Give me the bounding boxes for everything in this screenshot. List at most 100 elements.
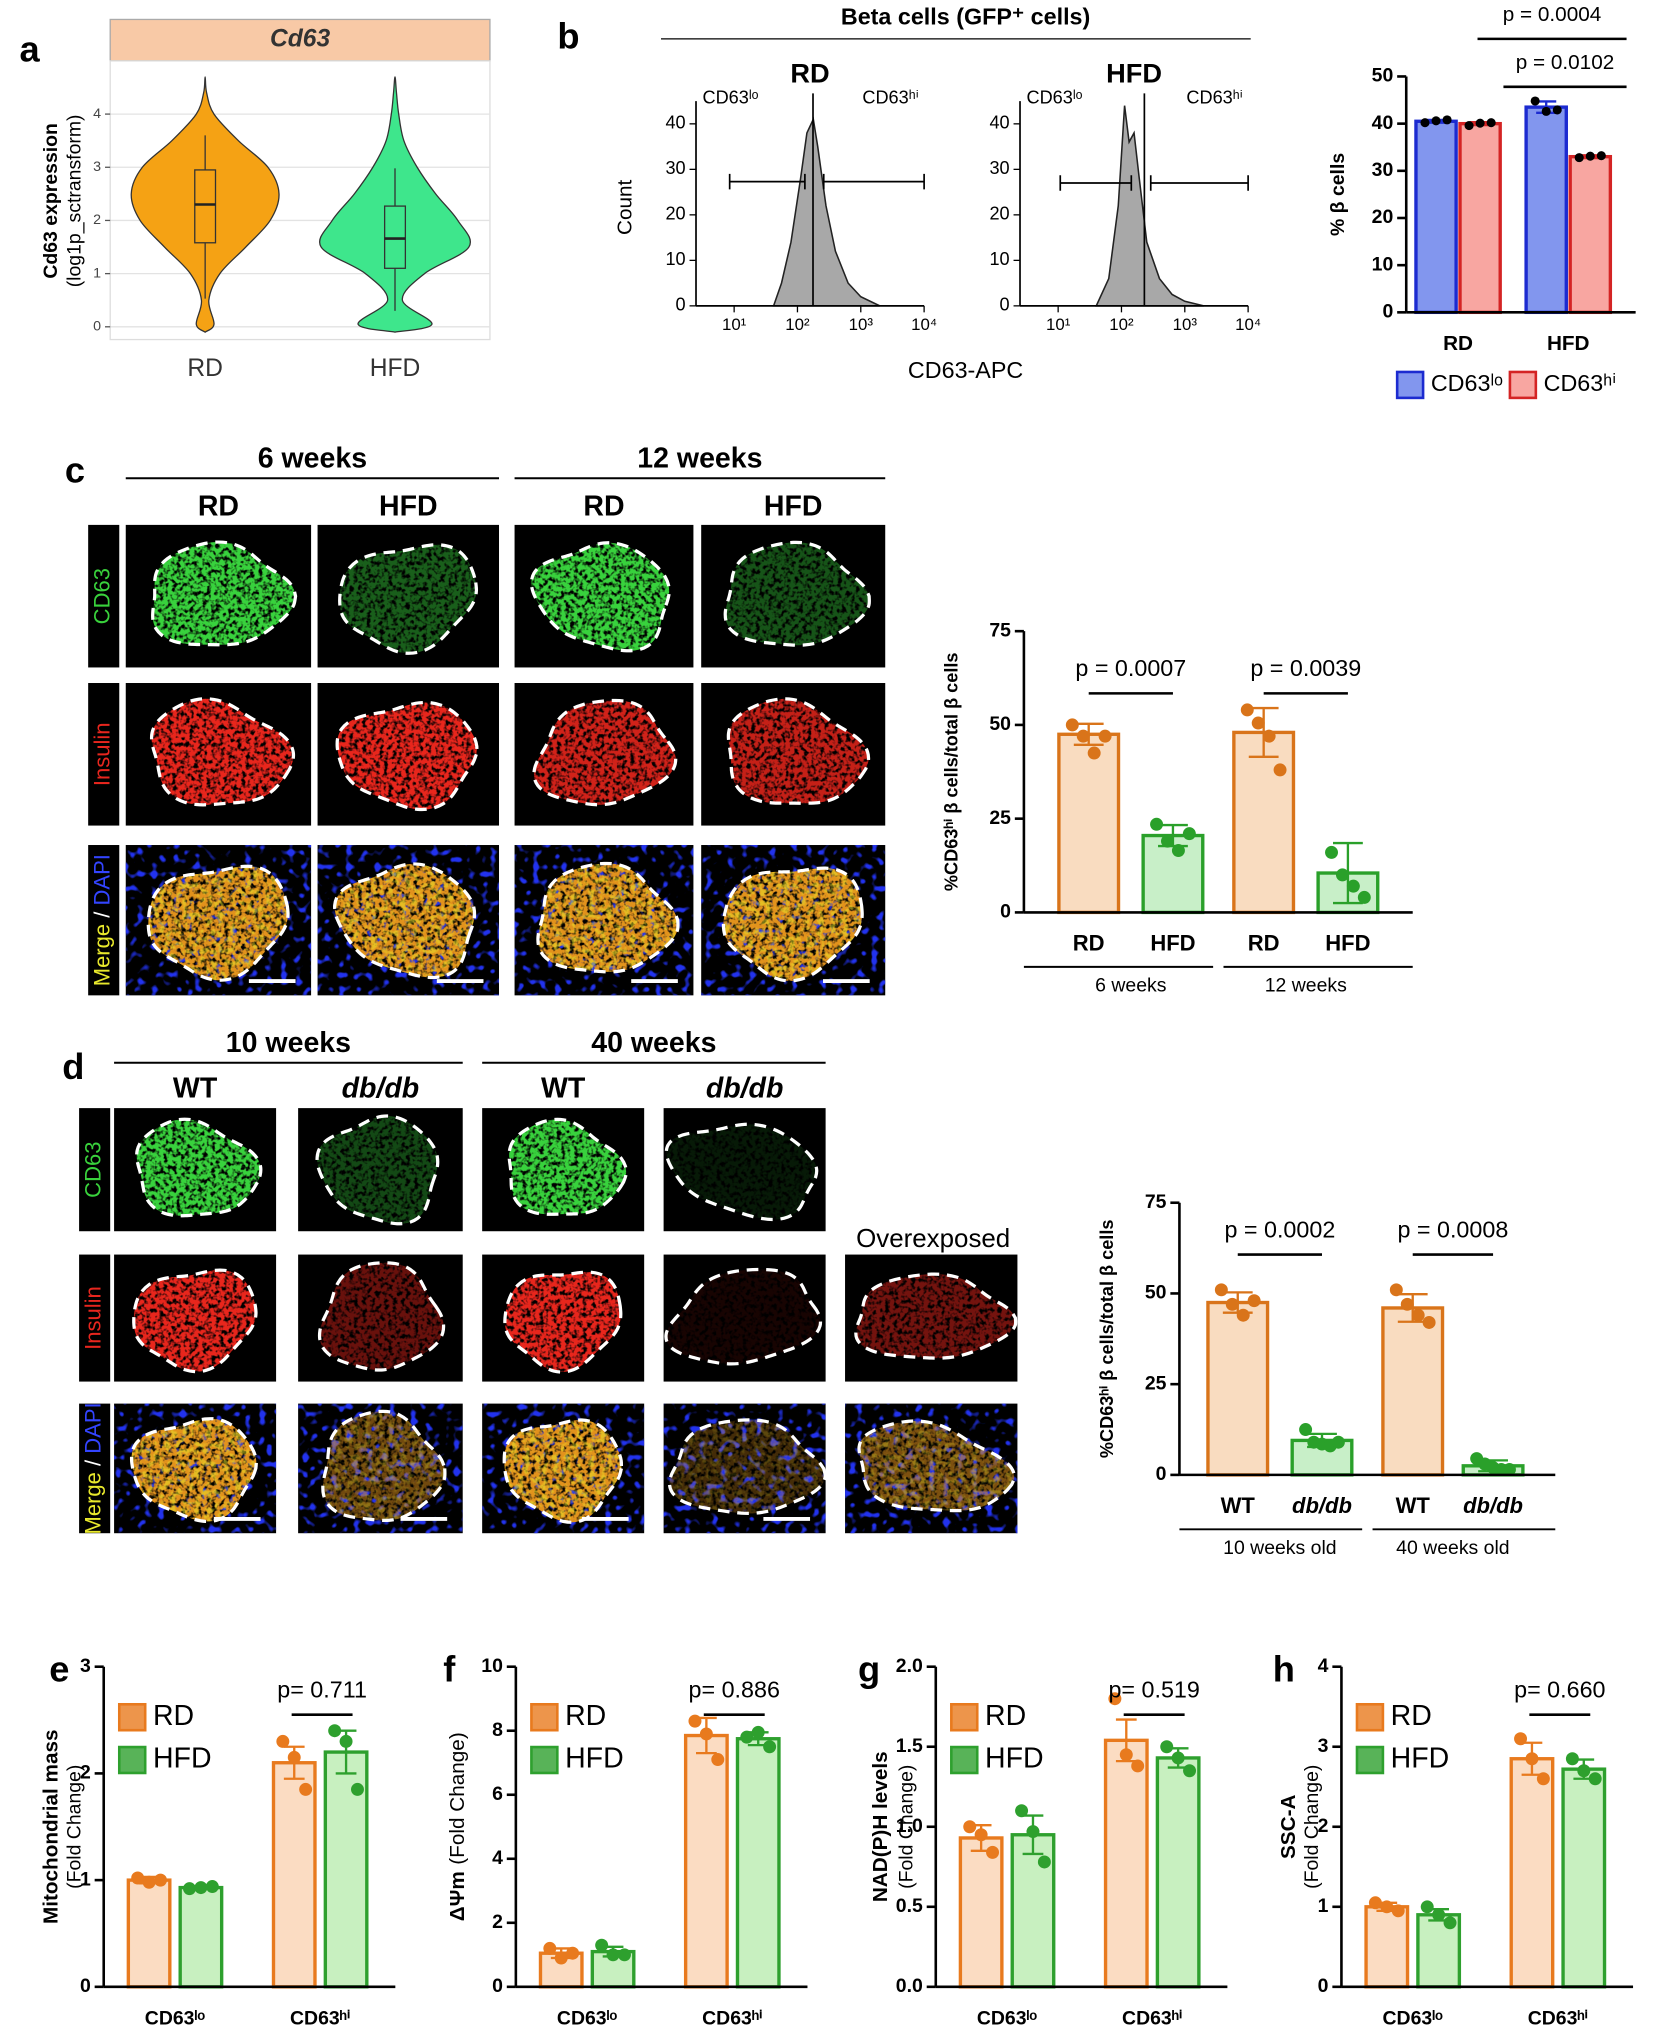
islet-stain <box>136 1119 261 1216</box>
islet-outline <box>536 861 680 974</box>
x-tick-label: HFD <box>1547 332 1590 355</box>
bar <box>1103 1738 1149 1989</box>
annotation: p= 0.660 <box>1514 1676 1605 1702</box>
x-tick-label: HFD <box>1325 931 1370 956</box>
data-point <box>1236 1308 1250 1322</box>
data-point <box>1541 106 1551 116</box>
islet-stain <box>322 1411 445 1521</box>
data-point <box>1335 868 1349 882</box>
data-point <box>1098 729 1112 743</box>
bar <box>1561 1767 1607 1989</box>
panel-label: g <box>858 1648 880 1689</box>
panel-label: e <box>49 1648 69 1689</box>
row-label: Insulin <box>80 1286 105 1350</box>
x-tick-label: RD <box>187 355 223 382</box>
y-tick-label: 1.0 <box>896 1815 923 1837</box>
chart-title: HFD <box>1106 57 1162 88</box>
data-point <box>1380 1900 1394 1914</box>
y-axis-label-part: ΔΨm <box>446 1871 469 1921</box>
y-tick-label: 0 <box>1382 300 1393 322</box>
gate <box>1149 175 1249 191</box>
islet-stain <box>723 868 863 981</box>
annotation: p = 0.0002 <box>1224 1216 1335 1242</box>
data-point <box>1577 1764 1591 1778</box>
legend-label: RD <box>985 1700 1026 1732</box>
data-point <box>328 1724 342 1738</box>
islet-stain <box>339 544 477 654</box>
bar <box>683 1733 729 1989</box>
row-label-part: DAPI <box>80 1402 105 1453</box>
islet-outline <box>667 1418 827 1516</box>
islet-stain <box>665 1269 821 1364</box>
data-point <box>1214 1283 1228 1297</box>
chart-title: RD <box>790 57 829 88</box>
data-point <box>1171 844 1185 858</box>
y-axis-label: (Fold Change) <box>1301 1765 1323 1889</box>
y-tick-label: 40 <box>665 113 685 133</box>
data-point <box>1150 817 1164 831</box>
bar <box>1458 121 1502 315</box>
data-point <box>1131 1759 1145 1773</box>
y-axis-label-part: (Fold Change) <box>446 1732 469 1864</box>
data-point <box>986 1845 1000 1859</box>
column-header: db/db <box>342 1072 420 1104</box>
legend-label: HFD <box>985 1743 1044 1775</box>
data-point <box>1160 1740 1174 1754</box>
bar <box>271 1761 317 1989</box>
data-point <box>1400 1297 1414 1311</box>
row-label: CD63 <box>80 1142 105 1198</box>
data-point <box>1262 729 1276 743</box>
x-tick-label: CD63ˡᵒ <box>145 2007 205 2029</box>
islet-outline <box>333 862 477 980</box>
legend-swatch <box>950 1702 979 1732</box>
y-tick-label: 10 <box>1372 253 1394 275</box>
x-tick-label: CD63ʰⁱ <box>1122 2007 1182 2029</box>
islet-outline <box>146 864 290 982</box>
y-axis-label: % β cells <box>1327 153 1349 236</box>
data-point <box>1076 729 1090 743</box>
y-tick-label: 0 <box>1000 901 1011 923</box>
data-point <box>699 1727 713 1741</box>
x-tick-label: 10⁴ <box>1235 315 1261 334</box>
islet-outline <box>721 866 864 983</box>
y-tick-label: 30 <box>665 158 685 178</box>
y-tick-label: 2 <box>492 1911 503 1933</box>
data-point <box>751 1725 765 1739</box>
y-axis-label: SSC-A <box>1277 1794 1300 1859</box>
islet-outline <box>726 697 871 805</box>
y-tick-label: 0 <box>492 1975 503 1997</box>
islet-outline <box>503 1270 623 1374</box>
data-point <box>1247 1294 1261 1308</box>
x-tick-label: HFD <box>370 355 421 382</box>
data-point <box>543 1941 557 1955</box>
x-tick-label: CD63ˡᵒ <box>557 2007 617 2029</box>
islet-stain <box>531 542 670 651</box>
x-tick-label: 10³ <box>1173 315 1198 334</box>
data-point <box>1514 1732 1528 1746</box>
panel-label: a <box>19 28 40 69</box>
data-point <box>1065 718 1079 732</box>
y-tick-label: 8 <box>492 1719 503 1741</box>
strip-title: Cd63 <box>270 26 330 53</box>
data-point <box>339 1734 353 1748</box>
y-tick-label: 3 <box>80 1655 91 1677</box>
islet-stain <box>151 698 294 805</box>
islet-stain <box>133 1270 256 1372</box>
data-point <box>183 1882 196 1896</box>
panel-label: b <box>557 15 579 56</box>
y-axis-label: ΔΨm (Fold Change) <box>446 1732 469 1921</box>
y-axis-label: %CD63ʰⁱ β cells/total β cells <box>1097 1220 1117 1459</box>
x-tick-label: CD63ʰⁱ <box>702 2007 762 2029</box>
data-point <box>1431 116 1441 126</box>
group-header: 6 weeks <box>258 443 367 475</box>
data-point <box>1108 1692 1122 1706</box>
y-axis-label: NAD(P)H levels <box>869 1751 892 1902</box>
bar <box>178 1885 224 1989</box>
y-tick-label: 1 <box>93 265 101 281</box>
data-point <box>974 1828 988 1842</box>
islet-stain <box>319 1262 444 1371</box>
y-tick-label: 1 <box>1318 1895 1329 1917</box>
y-tick-label: 25 <box>1145 1372 1167 1394</box>
data-point <box>131 1871 145 1885</box>
data-point <box>1171 1751 1185 1765</box>
